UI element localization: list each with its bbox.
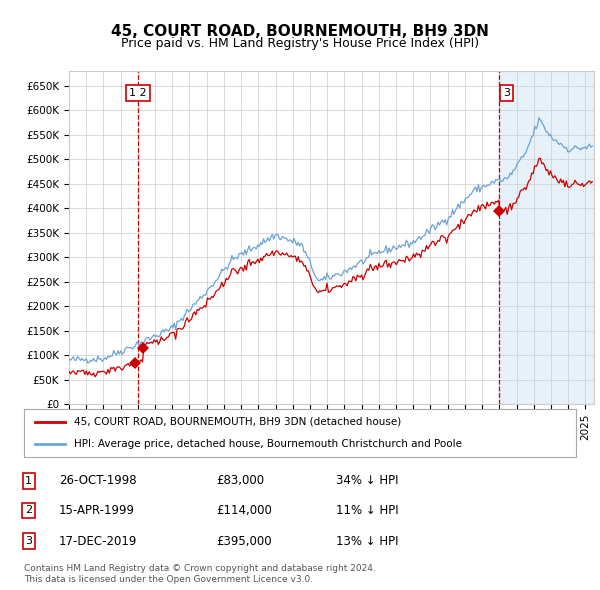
Text: 1 2: 1 2 bbox=[129, 88, 147, 98]
Text: £395,000: £395,000 bbox=[216, 535, 272, 548]
Text: 45, COURT ROAD, BOURNEMOUTH, BH9 3DN (detached house): 45, COURT ROAD, BOURNEMOUTH, BH9 3DN (de… bbox=[74, 417, 401, 427]
Text: HPI: Average price, detached house, Bournemouth Christchurch and Poole: HPI: Average price, detached house, Bour… bbox=[74, 439, 461, 449]
Text: 2: 2 bbox=[25, 506, 32, 515]
Text: 1: 1 bbox=[25, 476, 32, 486]
Text: 34% ↓ HPI: 34% ↓ HPI bbox=[336, 474, 398, 487]
Text: 11% ↓ HPI: 11% ↓ HPI bbox=[336, 504, 398, 517]
Text: 3: 3 bbox=[25, 536, 32, 546]
Text: 3: 3 bbox=[503, 88, 510, 98]
Bar bbox=[499, 71, 594, 404]
Text: 17-DEC-2019: 17-DEC-2019 bbox=[59, 535, 137, 548]
Text: This data is licensed under the Open Government Licence v3.0.: This data is licensed under the Open Gov… bbox=[24, 575, 313, 584]
Text: 13% ↓ HPI: 13% ↓ HPI bbox=[336, 535, 398, 548]
Text: 15-APR-1999: 15-APR-1999 bbox=[59, 504, 135, 517]
Text: £114,000: £114,000 bbox=[216, 504, 272, 517]
Text: Contains HM Land Registry data © Crown copyright and database right 2024.: Contains HM Land Registry data © Crown c… bbox=[24, 565, 376, 573]
Text: 26-OCT-1998: 26-OCT-1998 bbox=[59, 474, 136, 487]
Text: £83,000: £83,000 bbox=[216, 474, 264, 487]
Text: 45, COURT ROAD, BOURNEMOUTH, BH9 3DN: 45, COURT ROAD, BOURNEMOUTH, BH9 3DN bbox=[111, 24, 489, 38]
Text: Price paid vs. HM Land Registry's House Price Index (HPI): Price paid vs. HM Land Registry's House … bbox=[121, 37, 479, 50]
